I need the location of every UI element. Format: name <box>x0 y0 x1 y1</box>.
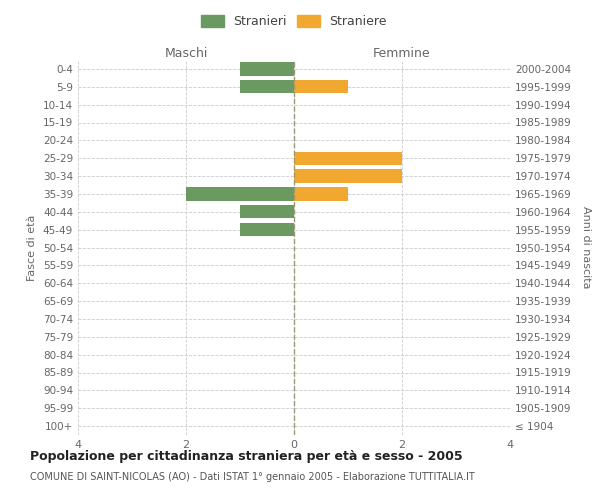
Text: Maschi: Maschi <box>164 47 208 60</box>
Text: Popolazione per cittadinanza straniera per età e sesso - 2005: Popolazione per cittadinanza straniera p… <box>30 450 463 463</box>
Bar <box>294 80 348 94</box>
Y-axis label: Fasce di età: Fasce di età <box>28 214 37 280</box>
Text: COMUNE DI SAINT-NICOLAS (AO) - Dati ISTAT 1° gennaio 2005 - Elaborazione TUTTITA: COMUNE DI SAINT-NICOLAS (AO) - Dati ISTA… <box>30 472 475 482</box>
Text: Femmine: Femmine <box>373 47 431 60</box>
Bar <box>294 187 348 200</box>
Bar <box>294 170 402 183</box>
Bar <box>240 223 294 236</box>
Y-axis label: Anni di nascita: Anni di nascita <box>581 206 591 289</box>
Bar <box>240 80 294 94</box>
Bar <box>240 62 294 76</box>
Legend: Stranieri, Straniere: Stranieri, Straniere <box>197 11 391 32</box>
Bar <box>294 152 402 165</box>
Bar <box>186 187 294 200</box>
Bar <box>240 205 294 218</box>
